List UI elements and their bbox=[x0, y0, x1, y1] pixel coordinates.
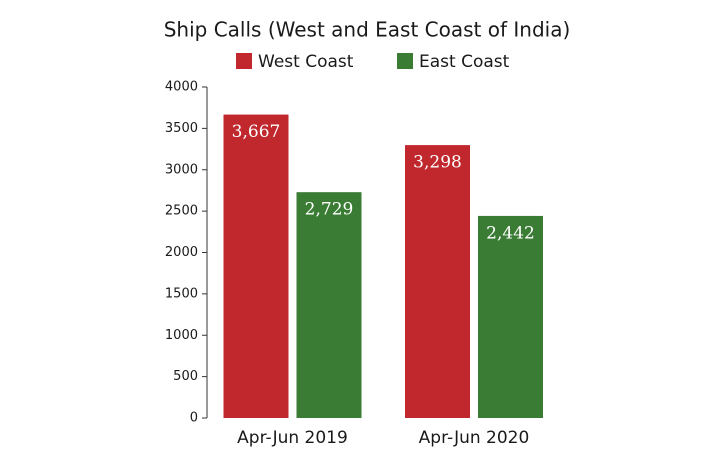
legend-swatch bbox=[397, 53, 413, 69]
y-tick-label: 3000 bbox=[165, 162, 198, 177]
legend-label: East Coast bbox=[419, 52, 510, 72]
bar bbox=[405, 145, 470, 418]
bar bbox=[296, 192, 362, 418]
value-label: 2,442 bbox=[486, 223, 535, 243]
bar bbox=[223, 114, 289, 418]
x-tick-label: Apr-Jun 2019 bbox=[237, 428, 348, 448]
y-tick-label: 1500 bbox=[165, 286, 198, 301]
x-tick-label: Apr-Jun 2020 bbox=[419, 428, 530, 448]
y-tick-label: 2000 bbox=[165, 245, 198, 260]
value-label: 3,667 bbox=[232, 122, 281, 142]
chart-title: Ship Calls (West and East Coast of India… bbox=[164, 18, 571, 42]
y-tick-label: 3500 bbox=[165, 121, 198, 136]
legend-swatch bbox=[236, 53, 252, 69]
y-tick-label: 500 bbox=[173, 369, 198, 384]
y-tick-label: 1000 bbox=[165, 328, 198, 343]
y-tick-label: 2500 bbox=[165, 204, 198, 219]
legend-label: West Coast bbox=[258, 52, 354, 72]
y-tick-label: 0 bbox=[190, 411, 198, 426]
bar bbox=[478, 215, 543, 418]
value-label: 2,729 bbox=[305, 200, 354, 220]
value-label: 3,298 bbox=[413, 153, 462, 173]
y-tick-label: 4000 bbox=[165, 80, 198, 95]
